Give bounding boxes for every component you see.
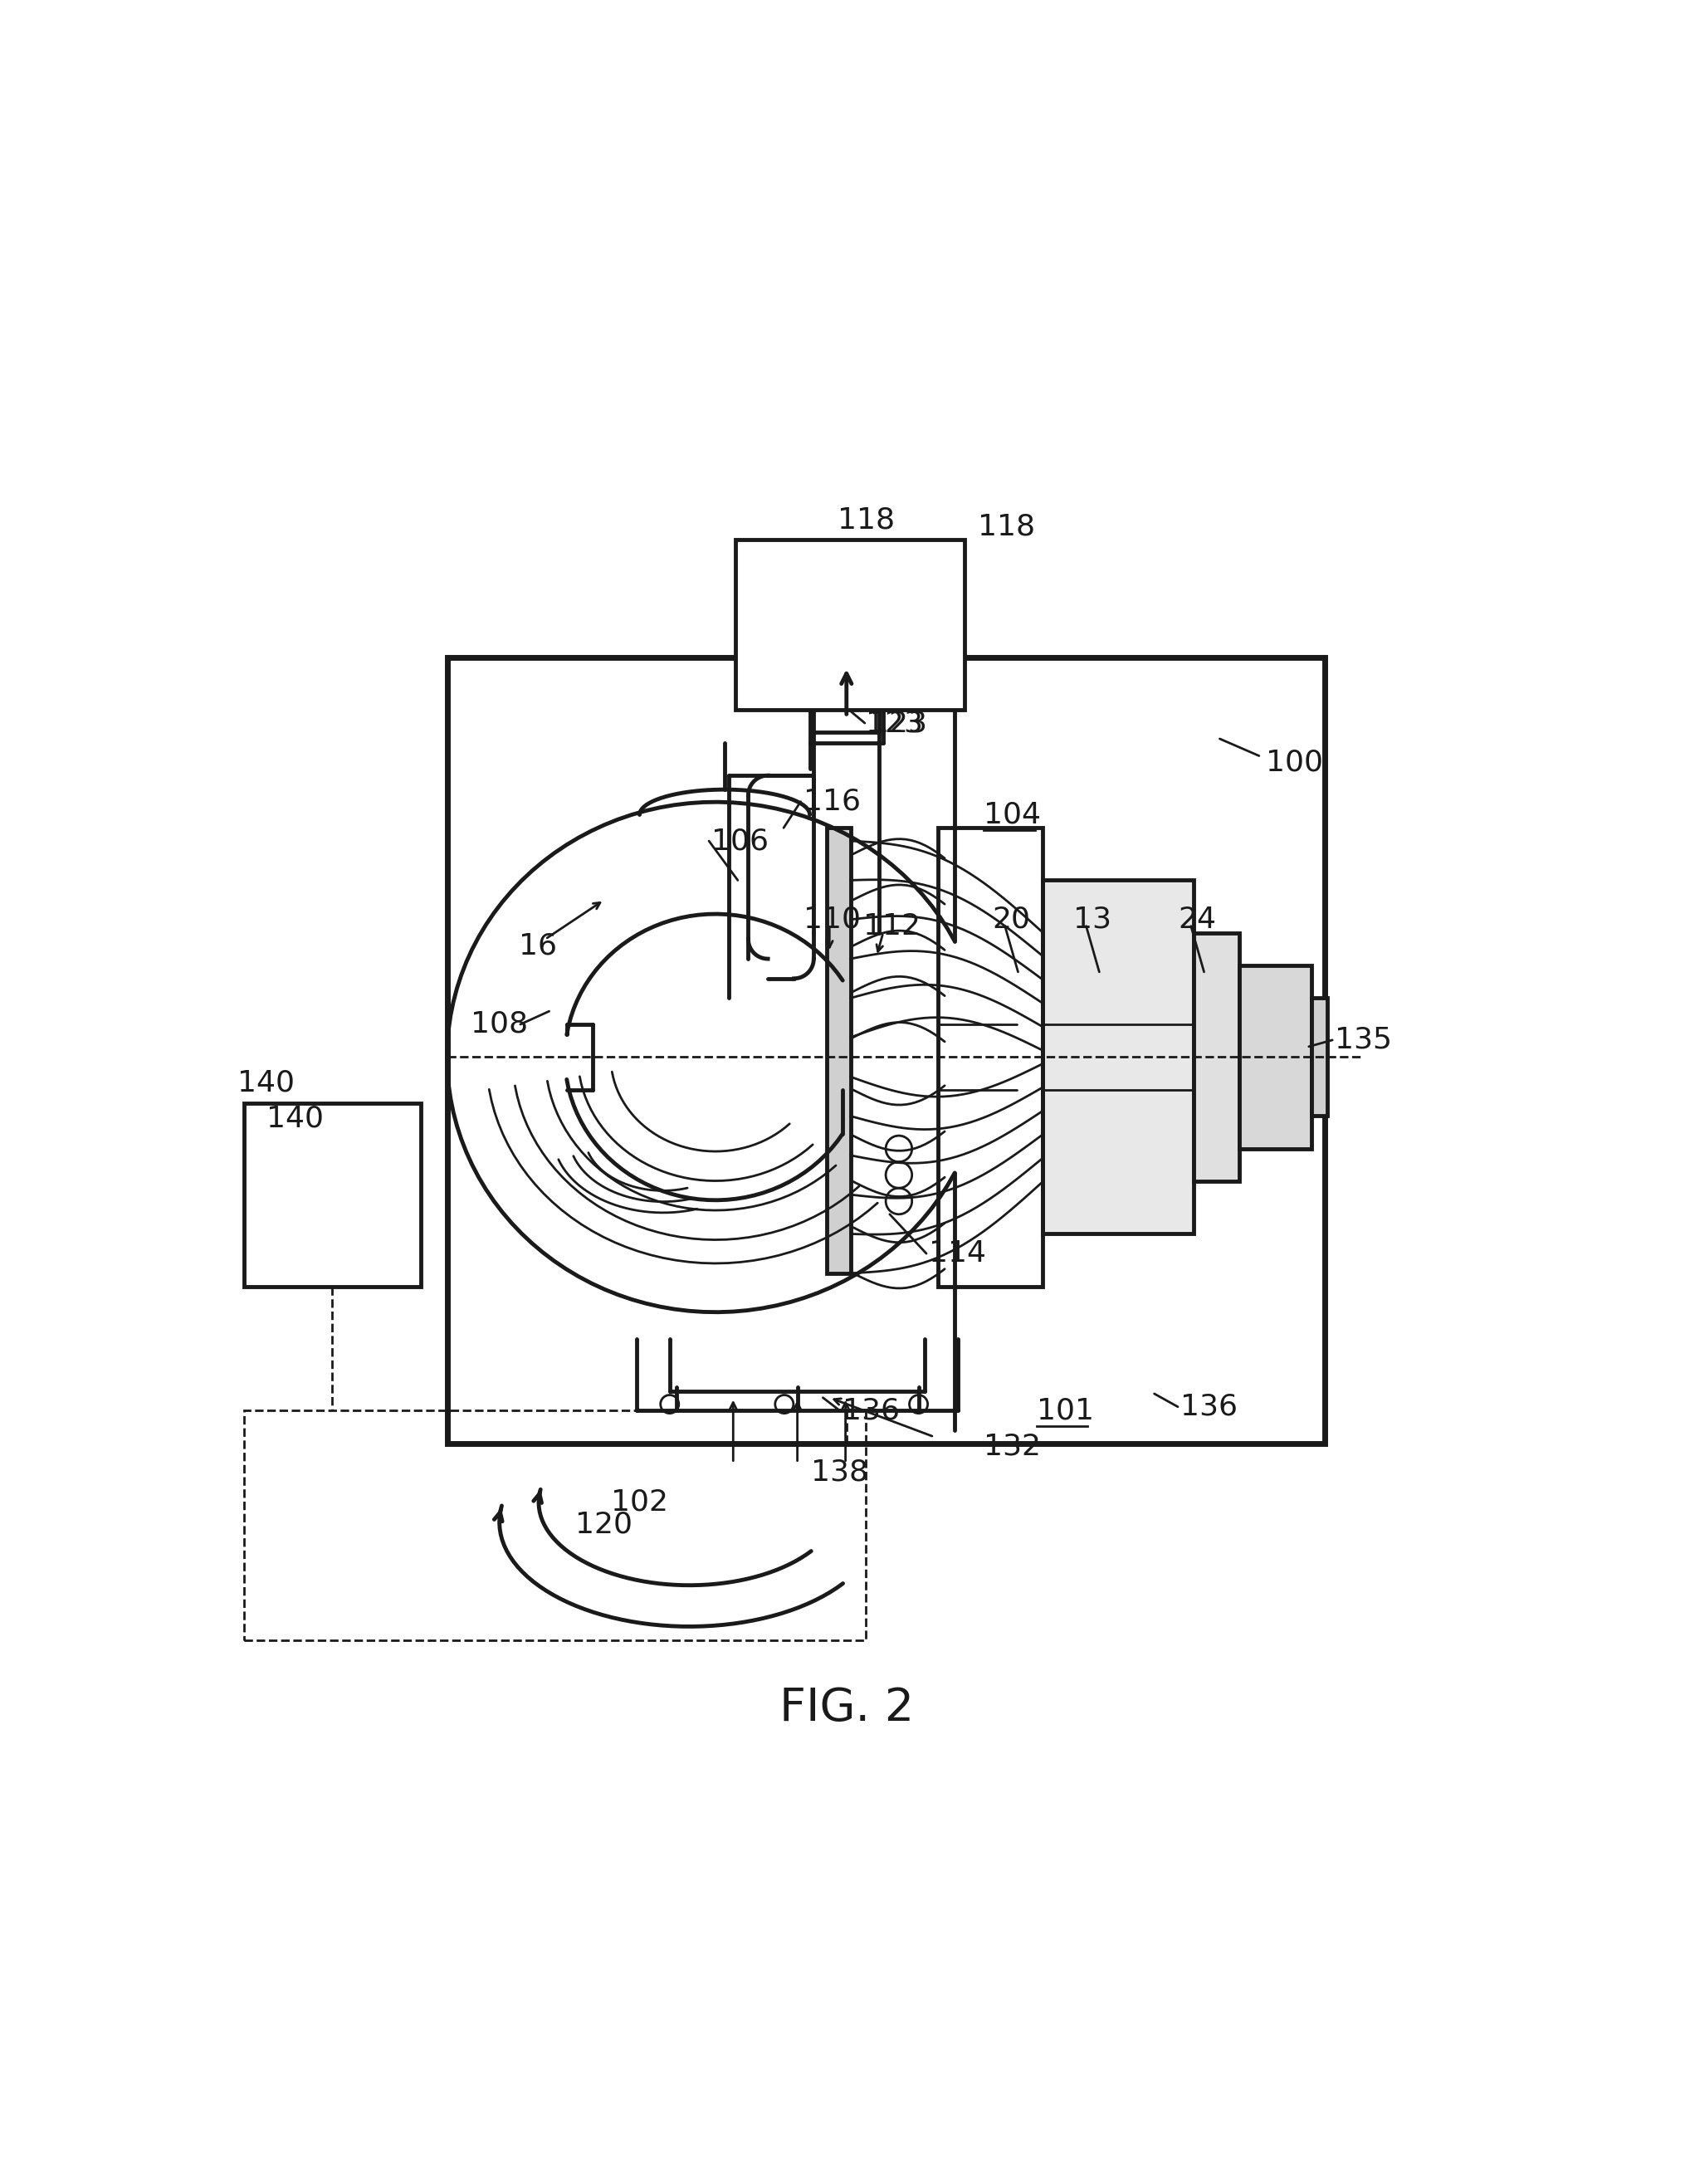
Text: 118: 118 (837, 507, 894, 535)
Text: FIG. 2: FIG. 2 (779, 1686, 914, 1730)
Text: 24: 24 (1178, 906, 1217, 933)
Bar (1043, 880, 1193, 1234)
Text: 140: 140 (267, 1105, 323, 1133)
Bar (243, 1411, 865, 1640)
Text: 138: 138 (811, 1459, 869, 1487)
Bar (1311, 998, 1327, 1116)
Text: 104: 104 (984, 802, 1041, 830)
Text: 102: 102 (610, 1487, 668, 1516)
Bar (938, 828, 1043, 1286)
Text: 132: 132 (984, 1433, 1041, 1461)
Text: 16: 16 (519, 933, 558, 959)
Text: 120: 120 (575, 1511, 632, 1540)
Text: 112: 112 (864, 913, 921, 939)
Text: 140: 140 (237, 1070, 294, 1096)
Bar (243, 1103, 421, 1286)
Text: 123: 123 (865, 710, 923, 738)
Text: 114: 114 (930, 1241, 987, 1267)
Text: 123: 123 (870, 710, 928, 738)
Text: 106: 106 (711, 828, 769, 856)
Bar (446, 657, 1325, 1444)
Bar (1193, 933, 1239, 1182)
Text: 13: 13 (1073, 906, 1112, 933)
Text: 136: 136 (1180, 1393, 1237, 1422)
Bar (826, 828, 850, 1273)
Text: 20: 20 (992, 906, 1029, 933)
Text: 108: 108 (470, 1011, 527, 1037)
Text: 100: 100 (1266, 749, 1323, 778)
Text: 116: 116 (803, 788, 860, 817)
Text: 135: 135 (1335, 1026, 1393, 1055)
Text: 101: 101 (1036, 1396, 1093, 1424)
Bar (735, 539, 965, 710)
Bar (1239, 965, 1311, 1149)
Text: 118: 118 (977, 513, 1034, 542)
Text: 110: 110 (803, 906, 860, 933)
Text: 136: 136 (843, 1396, 899, 1424)
